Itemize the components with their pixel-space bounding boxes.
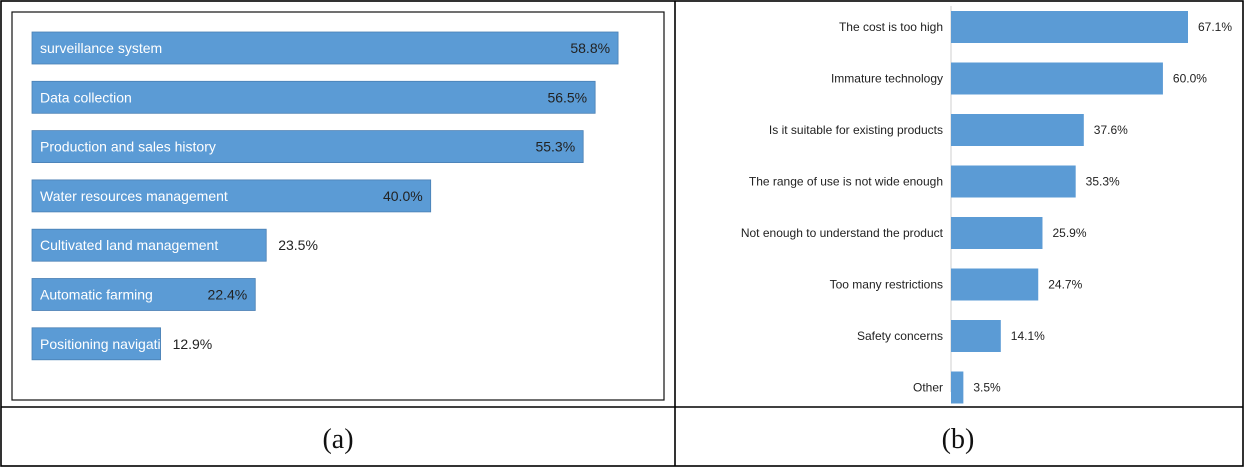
chart-b-value-label: 60.0% <box>1173 72 1207 86</box>
chart-b-category-label: Too many restrictions <box>830 278 943 292</box>
chart-b-category-label: Not enough to understand the product <box>741 226 944 240</box>
chart-b-category-label: Is it suitable for existing products <box>769 123 943 137</box>
chart-b-category-label: Immature technology <box>831 72 943 86</box>
chart-b-category-label: Safety concerns <box>857 329 943 343</box>
chart-b-bar <box>951 11 1188 43</box>
chart-b-bar <box>951 268 1039 301</box>
chart-a-value-label: 12.9% <box>173 336 213 352</box>
chart-b-value-label: 67.1% <box>1198 20 1232 34</box>
chart-a-bar <box>31 278 256 311</box>
chart-a-category-label: surveillance system <box>40 40 162 56</box>
chart-a-value-label: 56.5% <box>547 89 587 105</box>
chart-b-value-label: 24.7% <box>1048 278 1082 292</box>
chart-a-bar <box>31 31 619 65</box>
chart-b-value-label: 35.3% <box>1086 175 1120 189</box>
chart-b-bar <box>951 165 1076 198</box>
chart-a-category-label: Positioning navigation <box>40 336 176 352</box>
chart-a-value-label: 23.5% <box>278 237 318 253</box>
chart-b-bar <box>951 62 1163 95</box>
chart-b-value-label: 3.5% <box>973 381 1001 395</box>
chart-a-category-label: Automatic farming <box>40 287 153 303</box>
chart-a-category-label: Data collection <box>40 89 132 105</box>
chart-b-category-label: The range of use is not wide enough <box>749 175 943 189</box>
chart-b-bar <box>951 371 964 404</box>
chart-b-value-label: 14.1% <box>1011 329 1045 343</box>
chart-a-category-label: Water resources management <box>40 188 228 204</box>
chart-a-bar <box>31 80 596 114</box>
chart-a-bar <box>31 327 161 361</box>
chart-a-category-label: Cultivated land management <box>40 237 218 253</box>
chart-a: surveillance system 58.8% Data collection 5… <box>31 31 619 361</box>
chart-a-value-label: 55.3% <box>535 139 575 155</box>
chart-b-bar <box>951 217 1043 249</box>
chart-a-bar <box>31 179 432 213</box>
chart-b: The cost is too high 67.1% Immature techno… <box>741 6 1232 404</box>
chart-a-bar <box>31 228 267 262</box>
chart-a-bar <box>31 130 584 164</box>
chart-b-value-label: 25.9% <box>1052 226 1086 240</box>
chart-b-value-label: 37.6% <box>1094 123 1128 137</box>
chart-a-plot-box <box>11 11 665 401</box>
chart-a-value-label: 22.4% <box>208 287 248 303</box>
chart-b-category-label: Other <box>913 381 943 395</box>
chart-a-value-label: 58.8% <box>570 40 610 56</box>
caption-a: (a) <box>322 424 353 455</box>
chart-b-bar <box>951 114 1084 146</box>
chart-a-category-label: Production and sales history <box>40 139 216 155</box>
chart-b-bar <box>951 320 1001 352</box>
caption-b: (b) <box>942 424 975 455</box>
chart-a-value-label: 40.0% <box>383 188 423 204</box>
chart-b-category-label: The cost is too high <box>839 20 943 34</box>
